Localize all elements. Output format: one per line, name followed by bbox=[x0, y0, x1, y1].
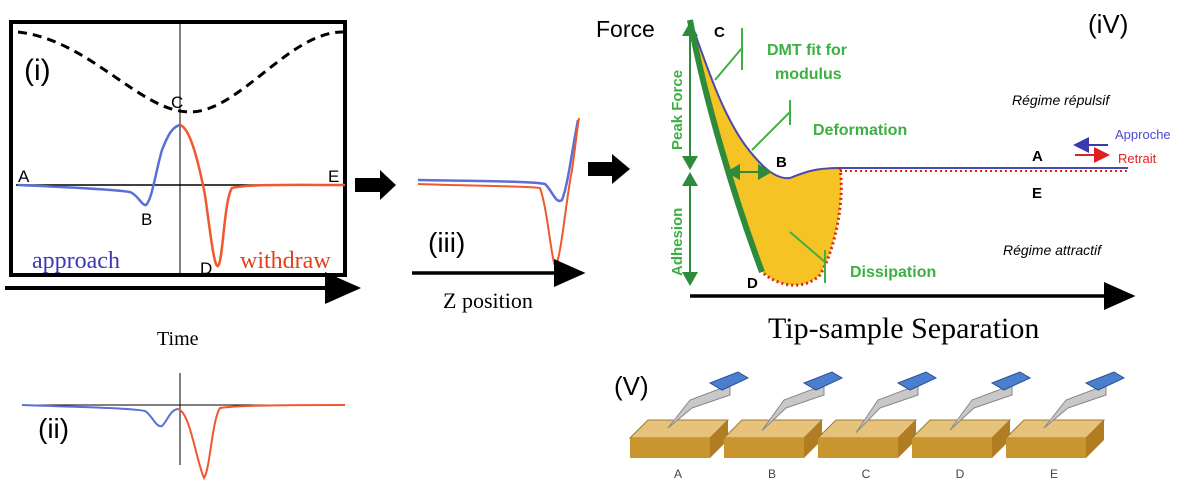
sample-side bbox=[898, 420, 916, 458]
arrow bbox=[355, 170, 396, 200]
approach-curve bbox=[21, 404, 179, 428]
sample-side bbox=[804, 420, 822, 458]
point-label: B bbox=[776, 154, 787, 171]
sample-side bbox=[630, 438, 710, 458]
approach-curve bbox=[689, 19, 1128, 180]
sample-side bbox=[818, 438, 898, 458]
cantilever bbox=[667, 384, 731, 429]
panel-label: (i) bbox=[24, 54, 51, 87]
cantilever bbox=[855, 384, 919, 434]
cantilever bbox=[1043, 384, 1107, 429]
step-label: A bbox=[674, 467, 682, 481]
chip bbox=[896, 371, 938, 391]
annotation: DMT fit for bbox=[767, 42, 847, 59]
annotation: Adhesion bbox=[669, 208, 686, 276]
retract-curve bbox=[761, 167, 843, 287]
sample-side bbox=[1086, 420, 1104, 458]
annotation: Deformation bbox=[813, 122, 907, 139]
point-label: A bbox=[1032, 148, 1043, 165]
step-label: D bbox=[956, 467, 965, 481]
axis-title: Z position bbox=[443, 288, 533, 313]
sample-side bbox=[710, 420, 728, 458]
point-label: E bbox=[328, 167, 339, 186]
panel-frame bbox=[9, 20, 347, 277]
axis-title: Time bbox=[157, 328, 199, 350]
sample-side bbox=[1006, 438, 1086, 458]
sample-side bbox=[724, 438, 804, 458]
point-label: C bbox=[714, 24, 725, 41]
point-label: A bbox=[18, 167, 30, 186]
approach-label: approach bbox=[32, 248, 120, 274]
point-label: D bbox=[747, 275, 758, 292]
point-label: B bbox=[141, 210, 152, 229]
annotation: Dissipation bbox=[850, 264, 936, 281]
step-label: E bbox=[1050, 467, 1058, 481]
point-label: C bbox=[171, 93, 183, 112]
approach-curve bbox=[417, 119, 580, 203]
arrow bbox=[588, 154, 630, 184]
sample-side bbox=[992, 420, 1010, 458]
legend-label: Retrait bbox=[1118, 151, 1157, 166]
chip bbox=[990, 371, 1032, 391]
axis-title: Force bbox=[596, 16, 655, 42]
annotation: modulus bbox=[775, 66, 842, 83]
dissipation-area bbox=[690, 20, 842, 286]
approach-curve bbox=[17, 123, 181, 207]
panel-label: (iii) bbox=[428, 227, 465, 258]
chip bbox=[708, 371, 750, 391]
callout bbox=[714, 28, 826, 283]
withdraw-curve bbox=[179, 123, 346, 268]
panel-label: (V) bbox=[614, 371, 649, 401]
cantilever bbox=[949, 384, 1013, 431]
cantilever-steps: A B C D E bbox=[628, 371, 1126, 481]
step-label: B bbox=[768, 467, 776, 481]
panel-label: (ii) bbox=[38, 413, 69, 444]
axis-title: Tip-sample Separation bbox=[768, 312, 1039, 345]
point-label: D bbox=[200, 259, 212, 278]
regime-label: Régime attractif bbox=[1003, 242, 1103, 258]
withdraw-label: withdraw bbox=[240, 248, 331, 274]
dashed-curve bbox=[17, 30, 346, 114]
regime-label: Régime répulsif bbox=[1012, 92, 1111, 108]
chip bbox=[802, 371, 844, 391]
legend-label: Approche bbox=[1115, 127, 1171, 142]
sample-side bbox=[912, 438, 992, 458]
chip bbox=[1084, 371, 1126, 391]
panel-label: (iV) bbox=[1088, 9, 1128, 39]
annotation: Peak Force bbox=[669, 70, 686, 150]
cantilever bbox=[761, 384, 825, 432]
withdraw-curve bbox=[177, 404, 346, 480]
step-label: C bbox=[862, 467, 871, 481]
point-label: E bbox=[1032, 185, 1042, 202]
